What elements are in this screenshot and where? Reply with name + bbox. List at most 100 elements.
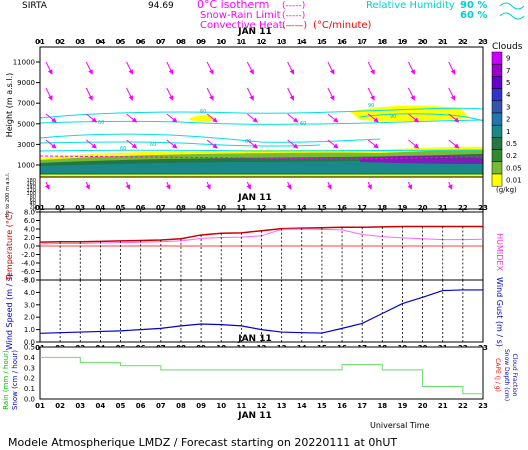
wind-arrow-2-11 xyxy=(247,113,259,123)
top-tick-02: 02 xyxy=(55,38,65,46)
legend-convective-style: (——) xyxy=(282,21,307,31)
precip-tick-4: 0.1 xyxy=(24,385,35,393)
top-tick-07: 07 xyxy=(156,38,166,46)
temp-tick-8: -8.0 xyxy=(21,277,35,285)
rh-label-1: 60 xyxy=(150,142,156,148)
wind-tick-0: 5.0 xyxy=(24,277,35,285)
mid2-date: JAN 11 xyxy=(237,334,272,344)
rh-contour-4 xyxy=(39,149,484,152)
wind-arrow-3-11 xyxy=(247,139,259,149)
colorbar-swatch-2 xyxy=(491,76,503,89)
legend-rh-90-line xyxy=(499,2,525,10)
wind-arrow-3-09 xyxy=(206,139,218,149)
rh-label-7: 90 xyxy=(390,114,396,120)
legend-rh-60: 60 % xyxy=(460,10,487,21)
precip-tick-2: 0.3 xyxy=(24,364,35,372)
wind-speed-line xyxy=(39,289,483,334)
top-tick-12: 12 xyxy=(257,38,267,46)
low-wind-arrow-15 xyxy=(326,181,332,190)
bottom-tick-21: 21 xyxy=(438,402,448,410)
wind-arrow-0-19 xyxy=(408,61,415,75)
height-tick-1: 9000 xyxy=(17,79,35,87)
mid1-tick-17: 17 xyxy=(357,204,367,212)
heights-ylabel: Height (m a.s.l.) xyxy=(5,73,14,138)
wind-ylabel: Wind Speed (m / s) xyxy=(5,274,14,350)
legend-rh-60-line xyxy=(499,12,525,20)
temp-tick-6: -4.0 xyxy=(21,260,35,268)
legend-isotherm: 0°C isotherm xyxy=(197,0,269,11)
wind-arrow-2-01 xyxy=(45,113,57,123)
wind-arrow-3-15 xyxy=(327,139,339,149)
wind-arrow-2-09 xyxy=(206,113,218,123)
top-tick-19: 19 xyxy=(398,38,408,46)
wind-arrow-0-09 xyxy=(206,61,214,75)
mid1-tick-13: 13 xyxy=(277,204,287,212)
wind-arrow-1-07 xyxy=(166,87,174,101)
cloudfraction-ylabel: Cloud Fraction xyxy=(511,354,518,397)
snowdepth-ylabel: Snow Depth (cm) xyxy=(503,349,510,401)
lowheight-tick-4: 100 xyxy=(26,191,36,197)
temp-tick-3: 2.0 xyxy=(24,234,35,242)
mid1-tick-23: 23 xyxy=(478,204,488,212)
wind-arrow-0-21 xyxy=(448,61,456,75)
rain-steps xyxy=(40,356,483,395)
panel-wind: 5.0 4.0 3.0 2.0 1.0 0.0 xyxy=(24,277,484,347)
top-tick-10: 10 xyxy=(216,38,226,46)
wind-arrow-0-17 xyxy=(367,61,375,75)
precip-tick-1: 0.4 xyxy=(24,354,36,362)
universal-time: Universal Time xyxy=(370,421,430,430)
top-tick-05: 05 xyxy=(116,38,126,46)
cape-ylabel: CAPE (J / g) xyxy=(494,358,501,392)
wind-arrow-3-05 xyxy=(126,139,138,149)
colorbar-swatch-7 xyxy=(491,137,503,150)
wind-arrow-0-01 xyxy=(45,61,53,75)
wind-arrow-3-13 xyxy=(287,139,299,149)
wind-arrow-1-09 xyxy=(206,87,214,101)
temp-tick-5: -2.0 xyxy=(21,251,35,259)
temp-tick-2: 4.0 xyxy=(24,226,35,234)
wind-arrow-0-03 xyxy=(85,61,93,75)
bottom-tick-07: 07 xyxy=(156,402,166,410)
top-tick-09: 09 xyxy=(196,38,206,46)
mid1-tick-06: 06 xyxy=(136,204,146,212)
mid1-tick-16: 16 xyxy=(337,204,347,212)
low-wind-arrow-11 xyxy=(246,181,252,190)
top-tick-11: 11 xyxy=(236,38,246,46)
legend-convective: Convective Heat. xyxy=(200,20,286,31)
wind-arrow-1-11 xyxy=(246,87,254,101)
bottom-tick-02: 02 xyxy=(55,402,65,410)
wind-arrow-1-21 xyxy=(448,87,456,101)
bottom-tick-08: 08 xyxy=(176,402,186,410)
heights-ylabel-low: Up to 200 m a.s.l. xyxy=(5,172,11,217)
bottom-tick-19: 19 xyxy=(398,402,408,410)
legend-rh: Relative Humidity xyxy=(366,0,455,11)
legend-snowrain-style: (-----) xyxy=(282,11,305,21)
bottom-tick-06: 06 xyxy=(136,402,146,410)
colorbar-label-8: 0.2 xyxy=(506,152,517,160)
low-wind-arrow-19 xyxy=(407,181,413,190)
temp-tick-0: 8.0 xyxy=(24,209,35,217)
mid1-tick-19: 19 xyxy=(398,204,408,212)
wind-arrow-0-05 xyxy=(126,61,133,75)
mid1-tick-07: 07 xyxy=(156,204,166,212)
mid1-tick-18: 18 xyxy=(377,204,387,212)
gust-ylabel: Wind Gust (m / s) xyxy=(495,277,504,347)
wind-arrow-2-21 xyxy=(448,113,460,123)
top-tick-21: 21 xyxy=(438,38,448,46)
low-wind-arrow-13 xyxy=(286,181,292,190)
top-tick-20: 20 xyxy=(418,38,428,46)
low-wind-arrow-03 xyxy=(85,181,90,190)
cloud-band-1 xyxy=(40,159,483,173)
top-date: JAN 11 xyxy=(237,27,272,37)
colorbar-label-3: 4 xyxy=(506,91,511,99)
wind-arrow-1-03 xyxy=(85,87,93,101)
precip-tick-0: 0.5 xyxy=(24,344,35,352)
top-tick-06: 06 xyxy=(136,38,146,46)
colorbar-label-4: 3 xyxy=(506,103,510,111)
bottom-tick-09: 09 xyxy=(196,402,206,410)
rh-label-2: 60 xyxy=(245,139,251,145)
bottom-tick-04: 04 xyxy=(96,402,106,410)
colorbar-label-6: 1 xyxy=(506,128,510,136)
wind-tick-4: 1.0 xyxy=(24,326,35,334)
